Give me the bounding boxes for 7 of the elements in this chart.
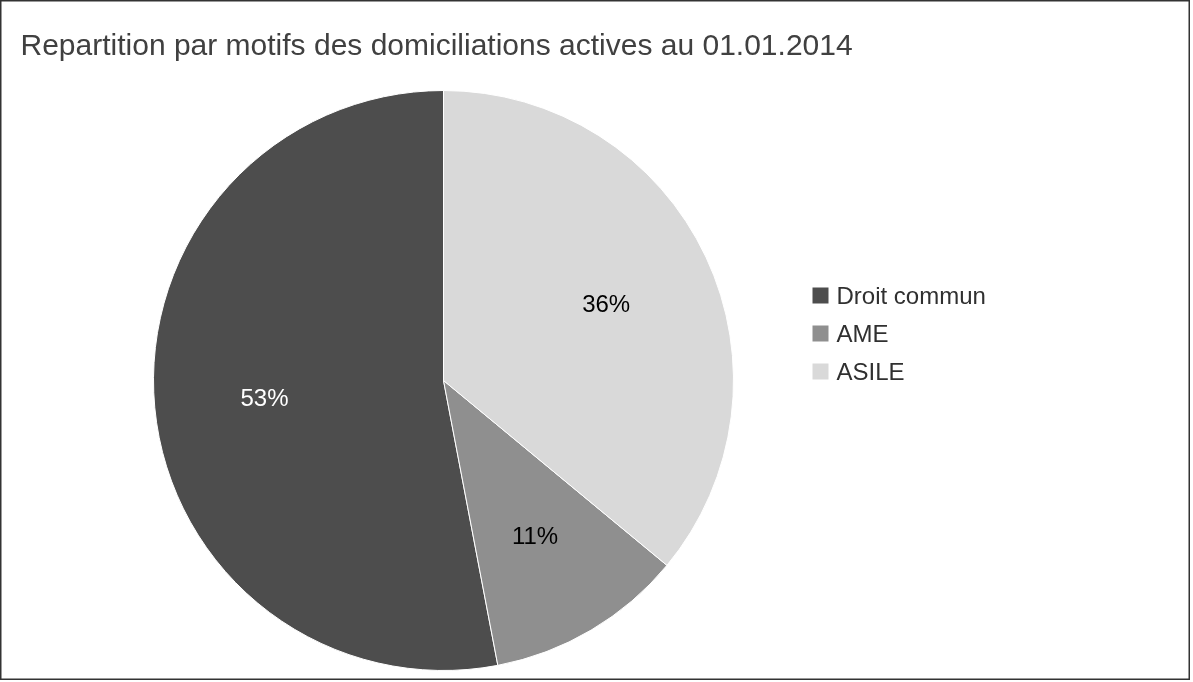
- data-label: 36%: [582, 290, 631, 318]
- legend-label: AME: [836, 320, 889, 347]
- data-label: 11%: [511, 521, 559, 549]
- chart-title: Repartition par motifs des domiciliations actives au 01.01.2014: [20, 27, 853, 61]
- data-label: 53%: [240, 383, 289, 411]
- legend-label: ASILE: [836, 358, 905, 385]
- legend-label: Droit commun: [836, 282, 986, 309]
